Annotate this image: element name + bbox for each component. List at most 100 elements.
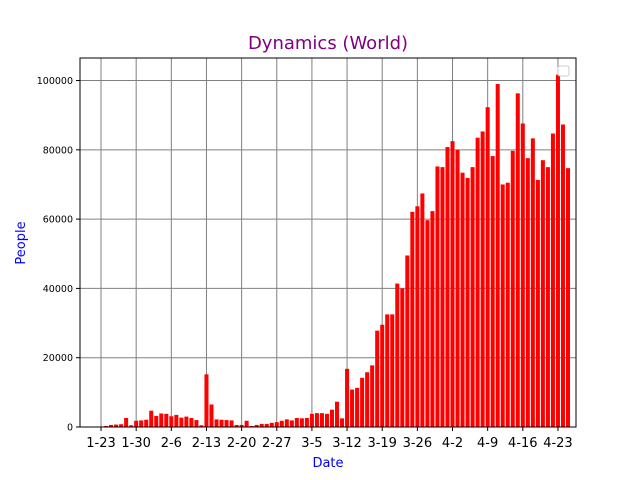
- bar-4-15: [515, 93, 520, 427]
- bar-1-26: [114, 424, 119, 427]
- y-tick-label: 80000: [43, 145, 73, 156]
- bar-2-17: [224, 420, 229, 427]
- bar-1-29: [129, 425, 134, 427]
- bar-4-22: [550, 133, 555, 427]
- bar-3-2: [294, 417, 299, 427]
- bar-2-16: [219, 419, 224, 427]
- bar-2-12: [199, 425, 204, 427]
- bar-2-20: [239, 424, 244, 427]
- bar-2-23: [254, 424, 259, 427]
- bar-3-18: [375, 330, 380, 427]
- y-tick-label: 100000: [37, 76, 73, 87]
- bar-2-28: [279, 420, 284, 427]
- bar-2-9: [184, 416, 189, 427]
- bar-3-3: [299, 418, 304, 427]
- y-tick-labels: 0 20000 40000 60000 80000 100000: [37, 76, 73, 433]
- bar-4-3: [455, 149, 460, 427]
- x-tick-label: 3-12: [332, 436, 362, 451]
- bar-3-15: [360, 377, 365, 427]
- legend-box: [557, 65, 570, 77]
- x-tick-label: 4-23: [543, 436, 573, 451]
- bar-2-2: [149, 410, 154, 427]
- bar-4-10: [490, 156, 495, 427]
- x-tick-label: 1-23: [86, 436, 116, 451]
- bar-3-9: [329, 409, 335, 427]
- bar-3-23: [400, 288, 405, 427]
- bar-4-17: [525, 158, 530, 428]
- x-tick-label: 3-5: [301, 436, 322, 451]
- x-tick-label: 4-9: [477, 436, 498, 451]
- bar-2-5: [164, 413, 169, 427]
- plot-frame: [79, 57, 577, 428]
- bar-4-20: [540, 160, 545, 427]
- chart-title: Dynamics (World): [248, 33, 408, 54]
- bar-3-14: [355, 387, 360, 427]
- bar-1-25: [109, 424, 114, 427]
- bar-4-12: [500, 184, 505, 427]
- bar-2-4: [159, 413, 164, 427]
- x-tick-label: 4-16: [508, 436, 538, 451]
- axis-ticks: [76, 80, 559, 431]
- bar-4-5: [465, 177, 470, 427]
- bar-2-13: [204, 374, 209, 427]
- bar-4-14: [510, 150, 515, 428]
- bar-3-26: [415, 206, 420, 427]
- bar-3-5: [309, 413, 314, 427]
- bar-3-13: [350, 389, 355, 427]
- y-axis-label: People: [14, 221, 29, 264]
- bar-1-24: [104, 425, 109, 427]
- bar-4-8: [480, 131, 485, 427]
- bar-2-15: [214, 419, 219, 427]
- x-tick-label: 3-26: [403, 436, 433, 451]
- bar-3-19: [380, 324, 385, 427]
- bar-3-27: [420, 193, 425, 427]
- bar-2-21: [244, 420, 249, 427]
- bar-1-28: [124, 417, 129, 427]
- bar-4-21: [545, 167, 550, 427]
- x-tick-label: 2-6: [161, 436, 182, 451]
- bar-4-6: [470, 167, 475, 427]
- bar-3-30: [435, 166, 440, 428]
- bar-4-11: [495, 83, 500, 428]
- y-tick-label: 0: [67, 423, 73, 434]
- x-axis-label: Date: [312, 456, 343, 471]
- bar-2-27: [274, 422, 279, 427]
- x-tick-labels: 1-23 1-30 2-6 2-13 2-20 2-27 3-5 3-12 3-19 3-26 4-…: [86, 436, 572, 451]
- bar-4-25: [565, 168, 571, 427]
- bar-2-11: [194, 420, 199, 427]
- bar-4-2: [450, 141, 455, 428]
- x-tick-label: 3-19: [367, 436, 397, 451]
- bar-3-31: [440, 167, 445, 427]
- bar-2-7: [174, 414, 179, 427]
- bar-3-24: [405, 255, 410, 427]
- bar-2-14: [209, 404, 214, 427]
- bar-2-6: [169, 416, 174, 427]
- bar-2-1: [144, 419, 149, 427]
- bar-3-25: [410, 211, 415, 427]
- x-tick-label: 2-20: [227, 436, 257, 451]
- x-tick-label: 1-30: [121, 436, 151, 451]
- bar-4-23: [555, 74, 560, 428]
- bar-3-20: [385, 314, 390, 427]
- bar-3-6: [314, 413, 319, 427]
- bar-3-7: [319, 413, 324, 427]
- bar-2-25: [264, 423, 269, 427]
- bar-4-4: [460, 172, 465, 427]
- bar-4-18: [530, 138, 535, 427]
- x-tick-label: 2-13: [192, 436, 222, 451]
- bar-1-31: [139, 420, 144, 427]
- bar-3-29: [430, 211, 435, 427]
- bar-3-10: [335, 401, 340, 427]
- bar-4-24: [560, 124, 565, 428]
- bar-4-1: [445, 147, 450, 427]
- bar-2-18: [229, 420, 234, 427]
- bar-2-3: [154, 415, 159, 427]
- bar-3-21: [390, 314, 395, 427]
- x-tick-label: 2-27: [262, 436, 292, 451]
- y-tick-label: 60000: [43, 215, 73, 226]
- bar-3-28: [425, 220, 430, 427]
- bar-1-27: [119, 424, 124, 427]
- bar-2-22: [249, 425, 254, 427]
- bar-2-26: [269, 422, 274, 427]
